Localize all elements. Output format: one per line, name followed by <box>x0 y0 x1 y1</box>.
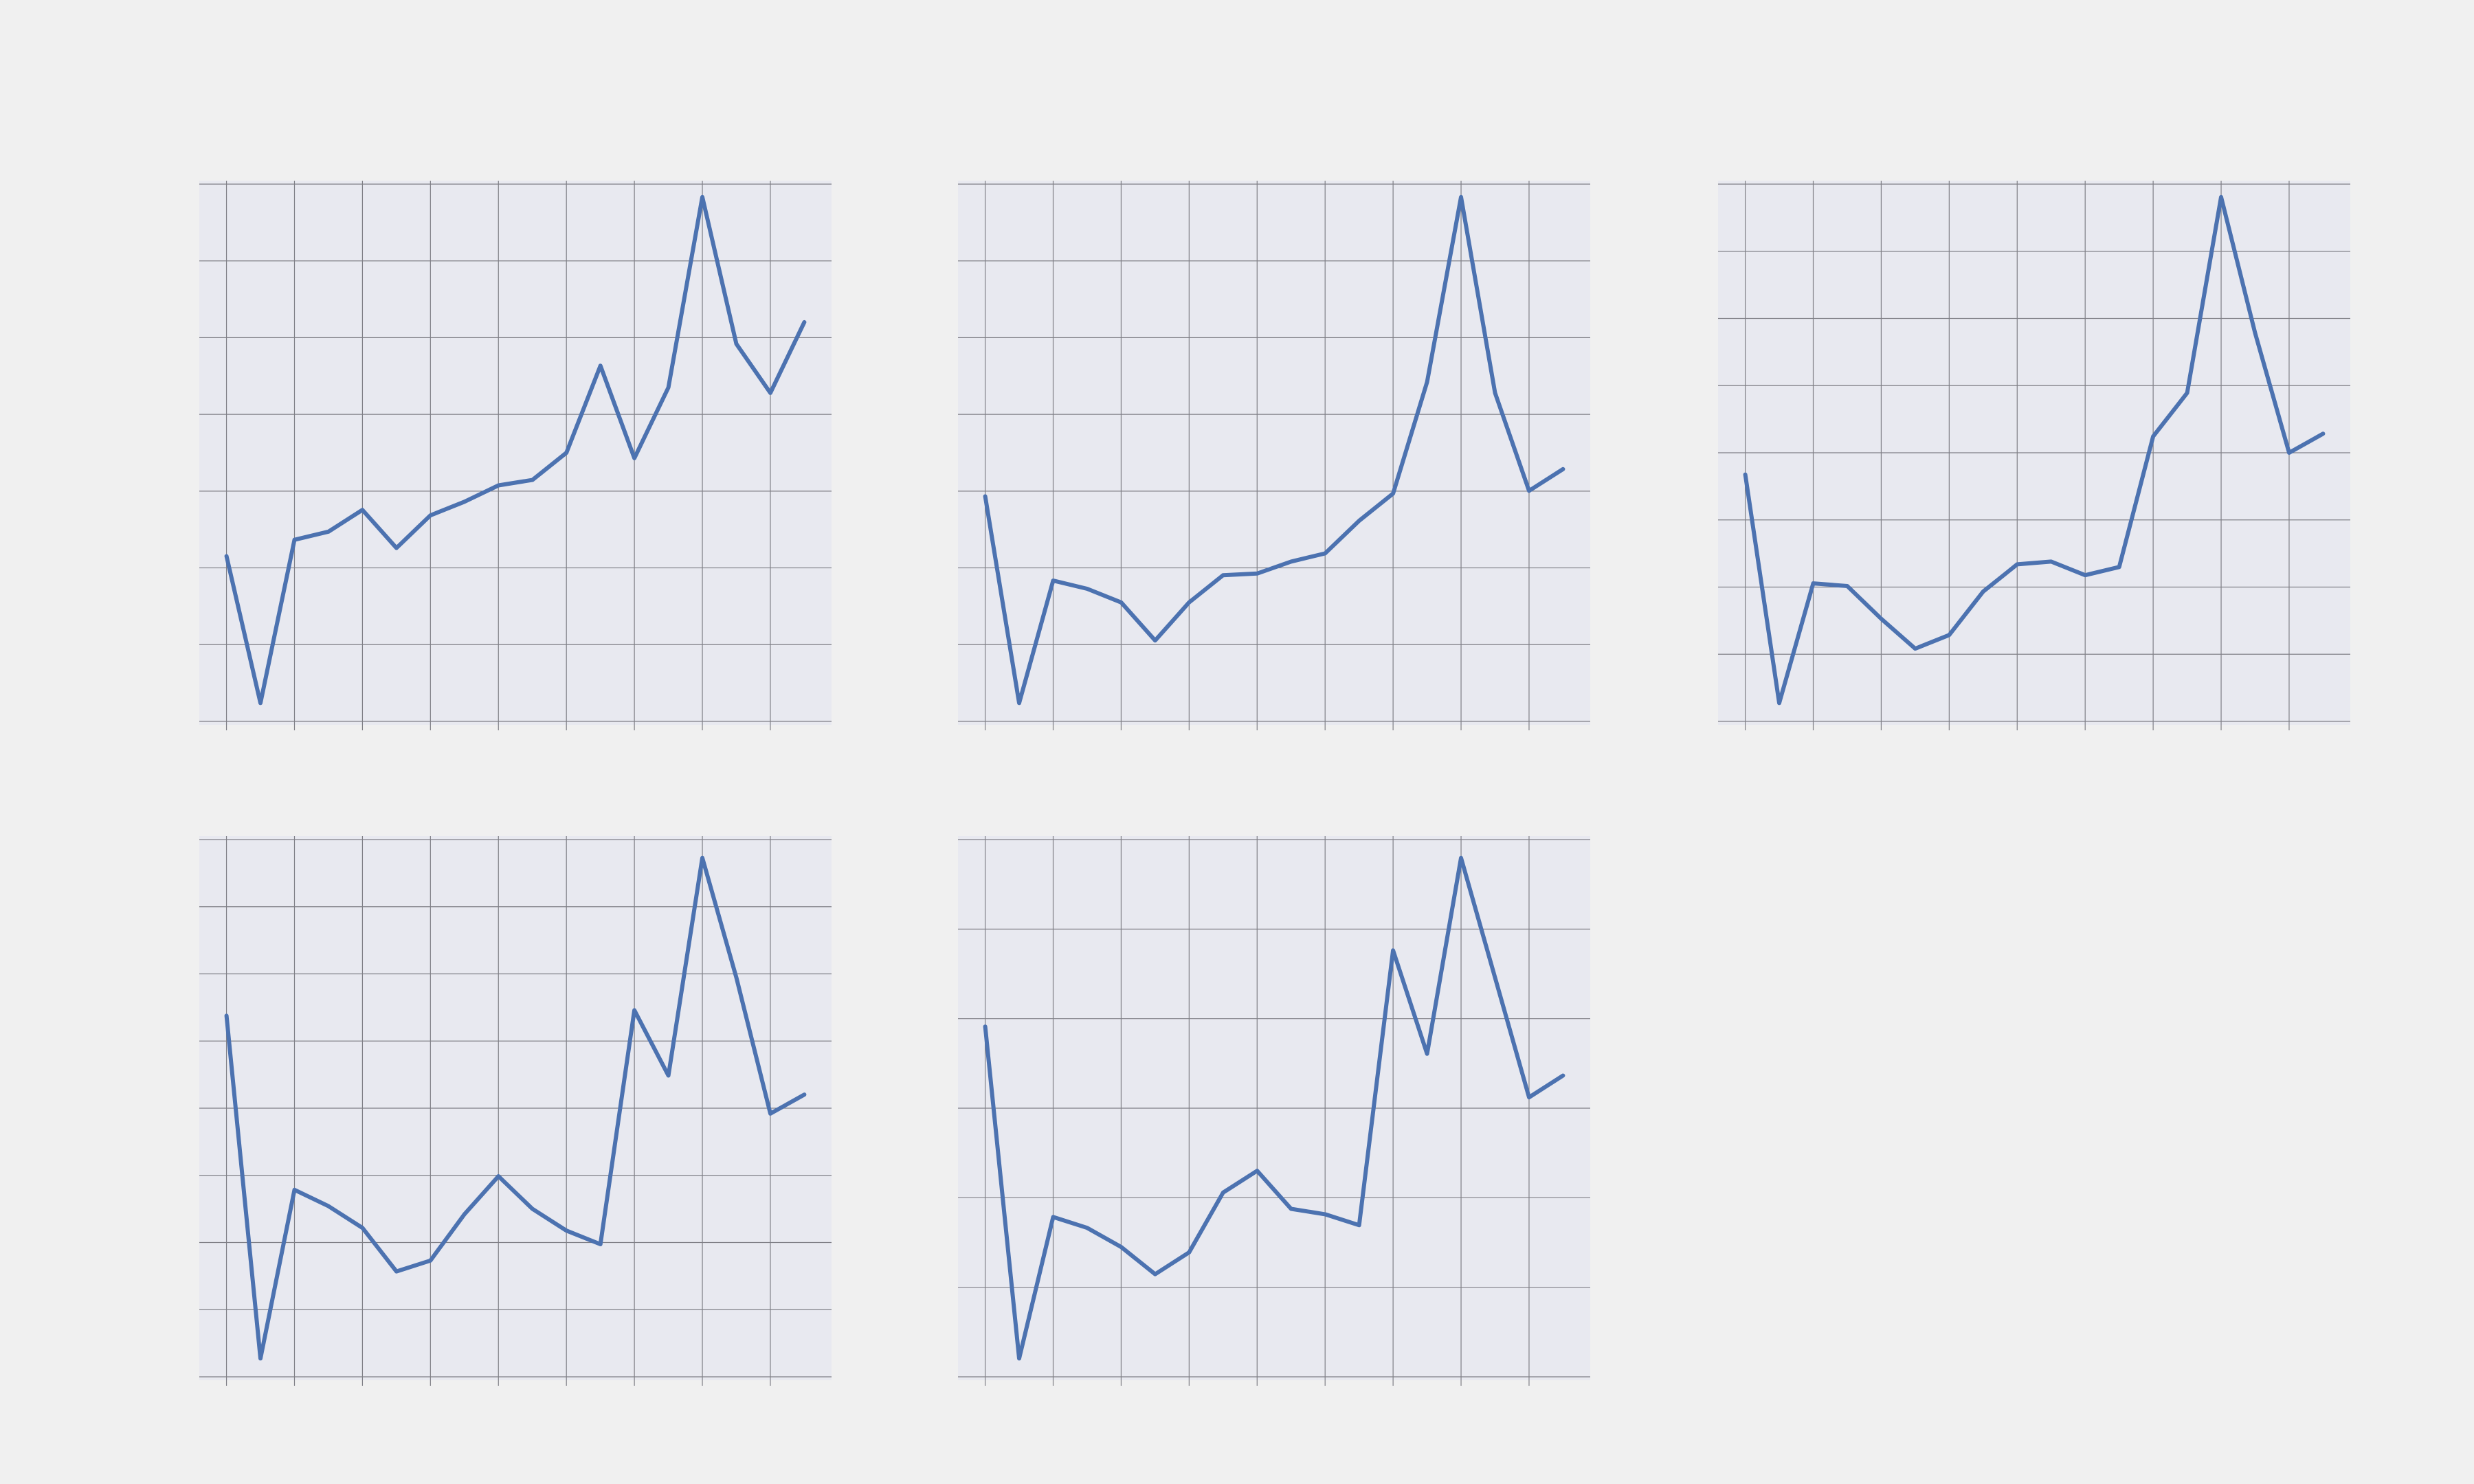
data-line-series-1 <box>983 855 1565 1361</box>
plot-area <box>199 181 832 725</box>
chart-panel-4 <box>199 836 832 1386</box>
plot-area <box>958 181 1590 725</box>
data-line-series-1 <box>983 194 1565 706</box>
chart-panel-2 <box>958 181 1590 730</box>
data-line-series-1 <box>1743 194 2326 706</box>
data-line-series-1 <box>224 194 807 706</box>
chart-panel-5 <box>958 836 1590 1386</box>
chart-panel-3 <box>1718 181 2350 730</box>
chart-panel-1 <box>199 181 832 730</box>
data-line-series-1 <box>224 855 807 1361</box>
